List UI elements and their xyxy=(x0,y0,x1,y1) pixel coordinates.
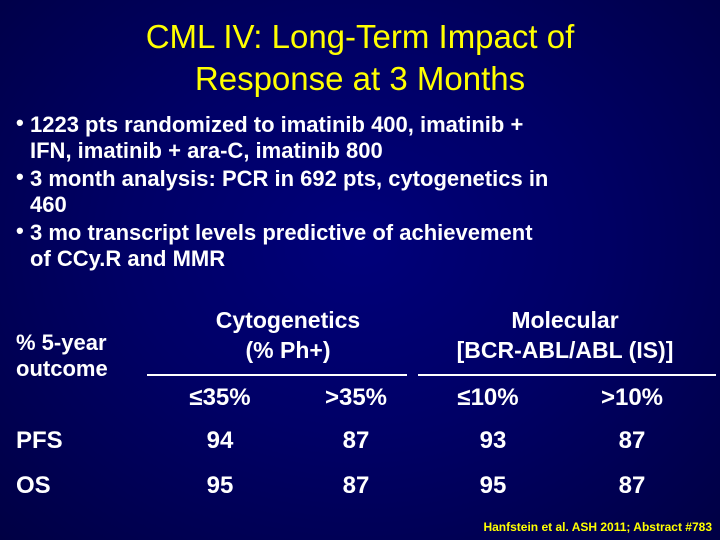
slide-title-line-2: Response at 3 Months xyxy=(194,60,526,97)
header-divider-mol xyxy=(418,374,716,376)
bullet-icon: • xyxy=(16,218,24,243)
table-cell: 95 xyxy=(206,472,234,499)
table-corner-line-1: % 5-year xyxy=(16,330,107,355)
header-divider-cyto xyxy=(147,374,407,376)
table-cell: 87 xyxy=(618,427,646,454)
bullet-text: of CCy.R and MMR xyxy=(30,246,226,271)
citation: Hanfstein et al. ASH 2011; Abstract #783 xyxy=(483,520,712,534)
row-label-pfs: PFS xyxy=(16,427,63,454)
bullet-text: 3 mo transcript levels predictive of ach… xyxy=(30,220,533,245)
subheader-mol-low: ≤10% xyxy=(457,384,519,411)
row-label-os: OS xyxy=(16,472,51,499)
bullet-list: • 1223 pts randomized to imatinib 400, i… xyxy=(16,110,711,274)
cytogenetics-header-line-1: Cytogenetics xyxy=(215,307,361,333)
bullet-item: • 1223 pts randomized to imatinib 400, i… xyxy=(16,110,711,164)
table-cell: 87 xyxy=(342,427,370,454)
table-cell: 93 xyxy=(479,427,507,454)
bullet-text: 3 month analysis: PCR in 692 pts, cytoge… xyxy=(30,166,549,191)
subheader-cyto-high: >35% xyxy=(324,384,388,411)
molecular-header-line-2: [BCR-ABL/ABL (IS)] xyxy=(456,337,674,363)
bullet-item: • 3 month analysis: PCR in 692 pts, cyto… xyxy=(16,164,711,218)
table-cell: 87 xyxy=(342,472,370,499)
table-corner-label: % 5-year outcome xyxy=(16,330,108,382)
table-cell: 95 xyxy=(479,472,507,499)
molecular-header: Molecular [BCR-ABL/ABL (IS)] xyxy=(420,305,710,365)
cytogenetics-header-line-2: (% Ph+) xyxy=(245,337,331,363)
table-corner-line-2: outcome xyxy=(16,356,108,381)
subheader-mol-high: >10% xyxy=(600,384,664,411)
cytogenetics-header: Cytogenetics (% Ph+) xyxy=(178,305,398,365)
bullet-text: 1223 pts randomized to imatinib 400, ima… xyxy=(30,112,524,137)
slide-title: CML IV: Long-Term Impact of Response at … xyxy=(0,16,720,100)
bullet-item: • 3 mo transcript levels predictive of a… xyxy=(16,218,711,272)
subheader-cyto-low: ≤35% xyxy=(189,384,251,411)
bullet-text: IFN, imatinib + ara-C, imatinib 800 xyxy=(30,138,383,163)
slide-title-line-1: CML IV: Long-Term Impact of xyxy=(145,18,575,55)
bullet-text: 460 xyxy=(30,192,67,217)
table-cell: 87 xyxy=(618,472,646,499)
bullet-icon: • xyxy=(16,164,24,189)
table-cell: 94 xyxy=(206,427,234,454)
bullet-icon: • xyxy=(16,110,24,135)
molecular-header-line-1: Molecular xyxy=(511,307,619,333)
